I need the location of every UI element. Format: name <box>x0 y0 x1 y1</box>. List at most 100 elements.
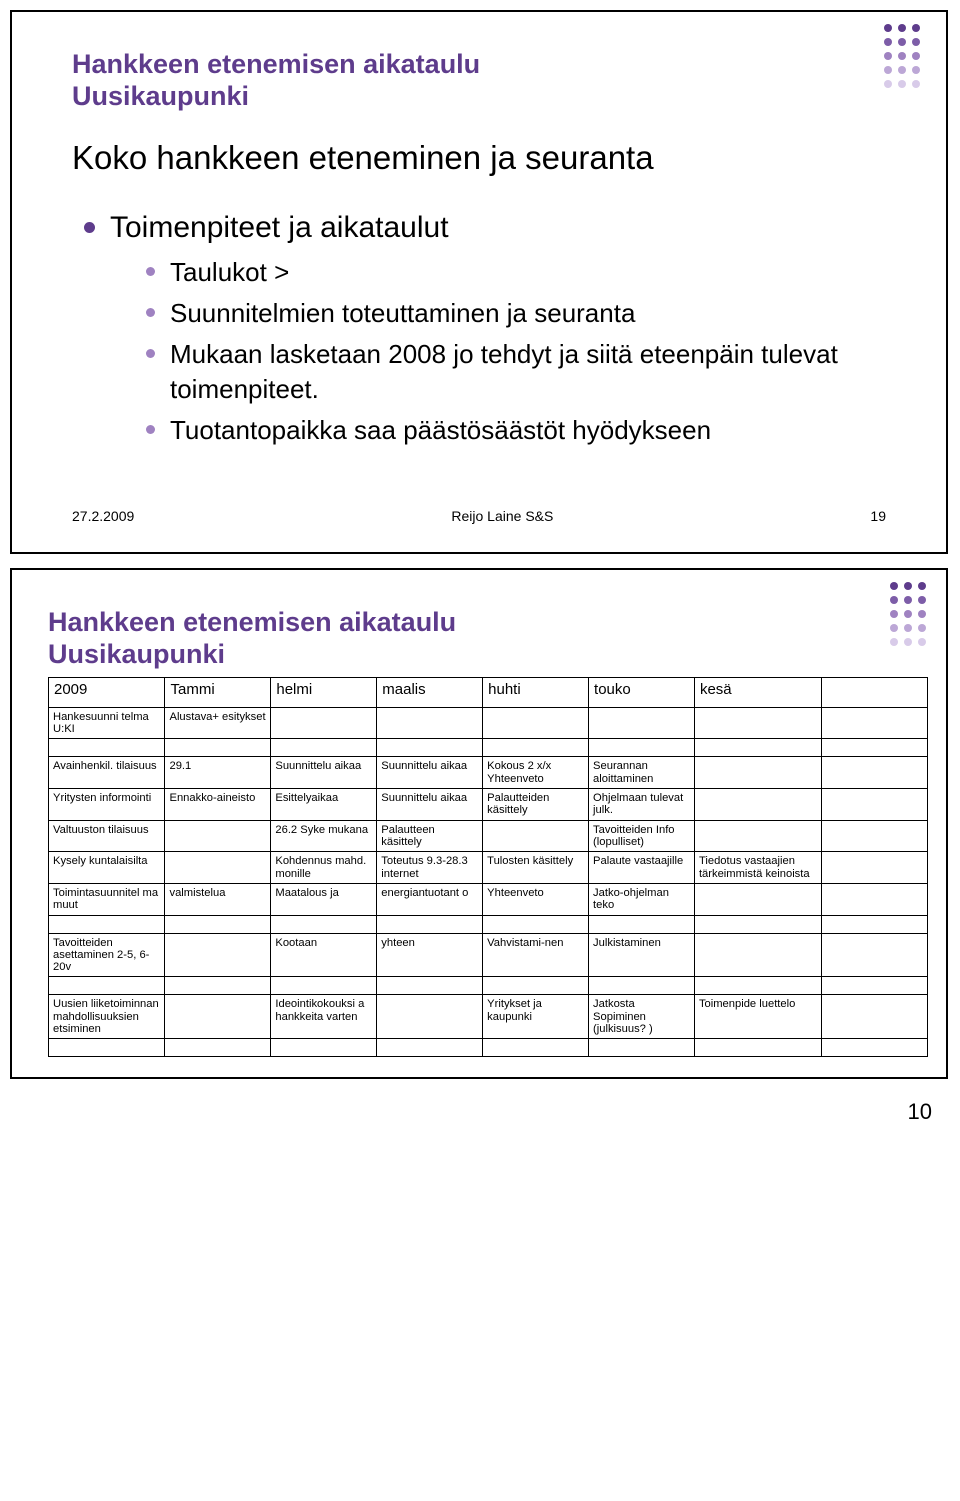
table-cell: Suunnittelu aikaa <box>377 757 483 789</box>
table-cell <box>694 820 821 852</box>
slide-2: Hankkeen etenemisen aikataulu Uusikaupun… <box>10 568 948 1079</box>
table-cell: Kootaan <box>271 933 377 977</box>
table-cell: Tulosten käsittely <box>483 852 589 884</box>
table-cell <box>377 739 483 757</box>
bullet-lvl2: Suunnitelmien toteuttaminen ja seuranta <box>146 296 886 331</box>
table-cell <box>589 739 695 757</box>
table-cell: maalis <box>377 677 483 707</box>
table-cell: Hankesuunni telma U:KI <box>49 707 165 739</box>
table-cell <box>165 995 271 1039</box>
table-cell <box>822 977 928 995</box>
table-cell <box>822 757 928 789</box>
table-cell <box>49 915 165 933</box>
table-row <box>49 739 928 757</box>
table-cell: Tavoitteiden Info (lopulliset) <box>589 820 695 852</box>
table-cell: Julkistaminen <box>589 933 695 977</box>
table-row <box>49 977 928 995</box>
table-cell: huhti <box>483 677 589 707</box>
table-cell: Yritykset ja kaupunki <box>483 995 589 1039</box>
table-cell: Tammi <box>165 677 271 707</box>
table-cell <box>694 707 821 739</box>
table-cell: Suunnittelu aikaa <box>271 757 377 789</box>
table-cell: Jatko-ohjelman teko <box>589 883 695 915</box>
slide1-footer: 27.2.2009 Reijo Laine S&S 19 <box>72 508 886 524</box>
table-cell <box>165 977 271 995</box>
table-cell: Yhteenveto <box>483 883 589 915</box>
table-cell: 26.2 Syke mukana <box>271 820 377 852</box>
table-cell <box>483 915 589 933</box>
slide1-title: Hankkeen etenemisen aikataulu Uusikaupun… <box>72 48 886 113</box>
table-cell <box>165 1039 271 1057</box>
slide1-title-line1: Hankkeen etenemisen aikataulu <box>72 49 480 79</box>
table-cell <box>589 915 695 933</box>
table-cell <box>271 1039 377 1057</box>
table-cell <box>589 977 695 995</box>
slide1-title-line2: Uusikaupunki <box>72 81 249 111</box>
table-cell: energiantuotant o <box>377 883 483 915</box>
table-cell: Avainhenkil. tilaisuus <box>49 757 165 789</box>
table-cell: Tiedotus vastaajien tärkeimmistä keinois… <box>694 852 821 884</box>
table-cell <box>483 820 589 852</box>
table-row: Uusien liiketoiminnan mahdollisuuksien e… <box>49 995 928 1039</box>
table-cell <box>377 915 483 933</box>
table-cell <box>49 739 165 757</box>
table-cell: Ideointikokouksi a hankkeita varten <box>271 995 377 1039</box>
table-cell: Vahvistami-nen <box>483 933 589 977</box>
table-cell: Alustava+ esitykset <box>165 707 271 739</box>
table-cell <box>822 739 928 757</box>
table-cell: Jatkosta Sopiminen (julkisuus? ) <box>589 995 695 1039</box>
bullet-lvl2: Mukaan lasketaan 2008 jo tehdyt ja siitä… <box>146 337 886 407</box>
table-cell: touko <box>589 677 695 707</box>
table-row: 2009Tammihelmimaalishuhtitoukokesä <box>49 677 928 707</box>
table-cell: Ennakko-aineisto <box>165 789 271 821</box>
table-cell <box>49 1039 165 1057</box>
table-cell <box>165 933 271 977</box>
table-cell: Palautteen käsittely <box>377 820 483 852</box>
bullet-lvl1: Toimenpiteet ja aikataulut Taulukot > Su… <box>84 208 886 448</box>
slide2-title-line2: Uusikaupunki <box>48 639 225 669</box>
table-cell <box>271 739 377 757</box>
table-cell <box>822 820 928 852</box>
page-number: 10 <box>10 1093 950 1125</box>
table-cell: Kohdennus mahd. monille <box>271 852 377 884</box>
table-cell <box>822 1039 928 1057</box>
table-cell: Maatalous ja <box>271 883 377 915</box>
footer-page: 19 <box>870 508 886 524</box>
table-cell <box>822 915 928 933</box>
table-cell <box>483 1039 589 1057</box>
table-cell: Suunnittelu aikaa <box>377 789 483 821</box>
table-cell: helmi <box>271 677 377 707</box>
table-cell: Valtuuston tilaisuus <box>49 820 165 852</box>
slide2-title: Hankkeen etenemisen aikataulu Uusikaupun… <box>48 606 922 671</box>
table-row: Kysely kuntalaisiltaKohdennus mahd. moni… <box>49 852 928 884</box>
table-cell: kesä <box>694 677 821 707</box>
table-cell <box>822 677 928 707</box>
table-row: Yritysten informointiEnnakko-aineistoEsi… <box>49 789 928 821</box>
table-cell <box>822 933 928 977</box>
table-cell: 2009 <box>49 677 165 707</box>
table-cell: Esittelyaikaa <box>271 789 377 821</box>
decor-dots <box>890 582 926 646</box>
table-cell <box>589 707 695 739</box>
footer-author: Reijo Laine S&S <box>451 508 553 524</box>
bullet-lvl2: Tuotantopaikka saa päästösäästöt hyödyks… <box>146 413 886 448</box>
table-cell: Ohjelmaan tulevat julk. <box>589 789 695 821</box>
table-cell <box>822 995 928 1039</box>
table-cell <box>165 852 271 884</box>
table-cell: Toimenpide luettelo <box>694 995 821 1039</box>
table-row: Avainhenkil. tilaisuus29.1Suunnittelu ai… <box>49 757 928 789</box>
table-row: Tavoitteiden asettaminen 2-5, 6-20vKoota… <box>49 933 928 977</box>
table-cell: Toimintasuunnitel ma muut <box>49 883 165 915</box>
bullet-lvl1-text: Toimenpiteet ja aikataulut <box>110 211 449 244</box>
decor-dots <box>884 24 920 88</box>
table-cell <box>483 739 589 757</box>
bullet-lvl2-list: Taulukot > Suunnitelmien toteuttaminen j… <box>110 255 886 448</box>
table-cell <box>822 883 928 915</box>
table-cell: Palautteiden käsittely <box>483 789 589 821</box>
table-row <box>49 915 928 933</box>
table-cell <box>822 707 928 739</box>
table-cell: Palaute vastaajille <box>589 852 695 884</box>
table-row <box>49 1039 928 1057</box>
table-cell <box>694 933 821 977</box>
table-cell: Seurannan aloittaminen <box>589 757 695 789</box>
